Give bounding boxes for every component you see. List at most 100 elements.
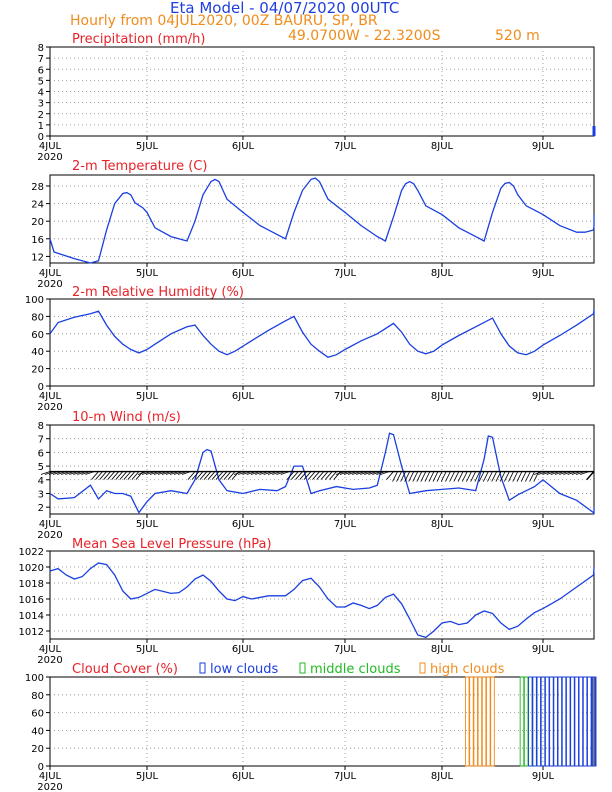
legend-label-1: middle clouds <box>310 662 401 677</box>
wind-panel: 10-m Wind (m/s) 2 3 4 5 6 7 8 4JUL 5JUL 6JUL 7JUL 8J… <box>37 410 595 541</box>
wind-barb <box>195 471 204 480</box>
humidity-ytick-label: 40 <box>31 347 44 358</box>
wind-ytick-label: 7 <box>38 435 44 446</box>
clouds-ytick-label: 60 <box>31 709 44 720</box>
pressure-xtick-label: 9JUL <box>532 644 555 655</box>
high-cloud-bar <box>477 676 483 767</box>
low-cloud-bar <box>570 676 575 767</box>
temperature-xtick-label: 9JUL <box>532 268 555 279</box>
wind-barb <box>432 471 439 482</box>
wind-ytick-label: 2 <box>38 503 44 514</box>
wind-barb <box>525 471 531 482</box>
wind-ytick-label: 8 <box>38 421 44 432</box>
precip-xtick-label: 8JUL <box>431 141 454 152</box>
wind-xtick-label: 9JUL <box>532 519 555 530</box>
wind-barb <box>470 471 477 482</box>
clouds-ytick-label: 20 <box>31 744 44 755</box>
precip-xtick-label: 5JUL <box>136 141 159 152</box>
pressure-ytick-label: 1014 <box>19 611 44 622</box>
wind-barb <box>203 471 212 480</box>
humidity-xtick-label: 5JUL <box>136 391 159 402</box>
wind-barb <box>499 471 506 482</box>
wind-barb <box>199 471 208 480</box>
wind-barb <box>211 471 220 480</box>
pressure-panel: Mean Sea Level Pressure (hPa) 1012 1014 101… <box>19 537 595 666</box>
wind-barb <box>461 471 468 482</box>
wind-barb <box>424 471 431 482</box>
low-cloud-bar <box>553 676 558 767</box>
wind-barb <box>324 471 333 480</box>
pressure-xtick-label: 7JUL <box>334 644 357 655</box>
wind-barb <box>487 471 493 482</box>
temperature-xtick-label: 4JUL <box>39 268 62 279</box>
temperature-panel: 2-m Temperature (C) 12 16 20 24 28 4JUL 5JUL 6JU… <box>31 159 595 290</box>
middle-cloud-bar <box>519 676 525 767</box>
wind-barb <box>329 471 337 480</box>
temperature-series-line <box>49 177 595 264</box>
wind-barb <box>520 471 527 482</box>
wind-barb <box>320 471 329 480</box>
wind-series-line <box>49 432 595 515</box>
middle-cloud-bar <box>536 676 542 767</box>
wind-ytick-label: 6 <box>38 448 44 459</box>
wind-xtick-label: 8JUL <box>431 519 454 530</box>
humidity-xtick-label: 8JUL <box>431 391 454 402</box>
clouds-panel: Cloud Cover (%) low clouds middle clouds hi… <box>25 662 597 792</box>
low-cloud-bar <box>536 676 542 767</box>
pressure-ytick-label: 1016 <box>19 595 44 606</box>
pressure-xtick-label: 8JUL <box>431 644 454 655</box>
precip-ytick-label: 8 <box>38 43 44 54</box>
clouds-year-label: 2020 <box>37 782 62 792</box>
chart-subtitle: Hourly from 04JUL2020, 00Z BAURU, SP, BR <box>70 13 378 29</box>
wind-barb <box>107 471 115 480</box>
pressure-title: Mean Sea Level Pressure (hPa) <box>72 537 272 552</box>
chart-title: Eta Model - 04/07/2020 00UTC <box>170 0 400 17</box>
humidity-year-label: 2020 <box>37 402 62 413</box>
precip-xtick-label: 6JUL <box>232 141 255 152</box>
wind-barb <box>231 471 240 480</box>
wind-barb <box>436 471 443 482</box>
low-cloud-bar <box>540 676 546 767</box>
humidity-xtick-label: 6JUL <box>232 391 255 402</box>
wind-barb <box>307 471 316 480</box>
precip-ytick-label: 4 <box>38 88 44 99</box>
high-cloud-bar <box>486 676 491 767</box>
wind-frame <box>49 424 595 515</box>
wind-year-label: 2020 <box>37 530 62 541</box>
precip-xtick-label: 4JUL <box>39 141 62 152</box>
temperature-year-label: 2020 <box>37 279 62 290</box>
wind-ytick-label: 5 <box>38 462 44 473</box>
high-cloud-bar <box>469 676 474 767</box>
wind-barb <box>516 471 523 482</box>
low-cloud-bar <box>544 676 550 767</box>
pressure-ytick-label: 1020 <box>19 563 44 574</box>
wind-barb <box>512 471 519 482</box>
wind-barb <box>115 471 124 480</box>
precip-ytick-label: 5 <box>38 76 44 87</box>
humidity-panel: 2-m Relative Humidity (%) 0 20 40 60 80 100 4JU… <box>25 285 595 413</box>
precip-xtick-label: 9JUL <box>532 141 555 152</box>
humidity-series-line <box>49 309 595 359</box>
wind-xtick-label: 7JUL <box>334 519 357 530</box>
wind-barb <box>286 471 295 480</box>
precip-bar <box>592 133 596 136</box>
wind-barb <box>482 471 489 482</box>
legend-swatch-1 <box>299 662 306 674</box>
wind-ytick-label: 3 <box>38 489 44 500</box>
middle-cloud-bar <box>528 676 533 767</box>
low-cloud-bar <box>561 676 567 767</box>
precip-ytick-label: 6 <box>38 65 44 76</box>
temperature-ytick-label: 20 <box>31 217 44 228</box>
elevation-label: 520 m <box>495 28 540 44</box>
clouds-ytick-label: 0 <box>38 762 44 773</box>
wind-barb <box>400 471 406 482</box>
precip-year-label: 2020 <box>37 152 62 163</box>
wind-barb <box>290 471 299 480</box>
temperature-title: 2-m Temperature (C) <box>72 159 207 174</box>
wind-barb <box>227 471 236 480</box>
wind-barb <box>316 471 325 480</box>
humidity-ytick-label: 60 <box>31 330 44 341</box>
wind-barb <box>408 471 415 482</box>
low-cloud-bar <box>582 676 588 767</box>
